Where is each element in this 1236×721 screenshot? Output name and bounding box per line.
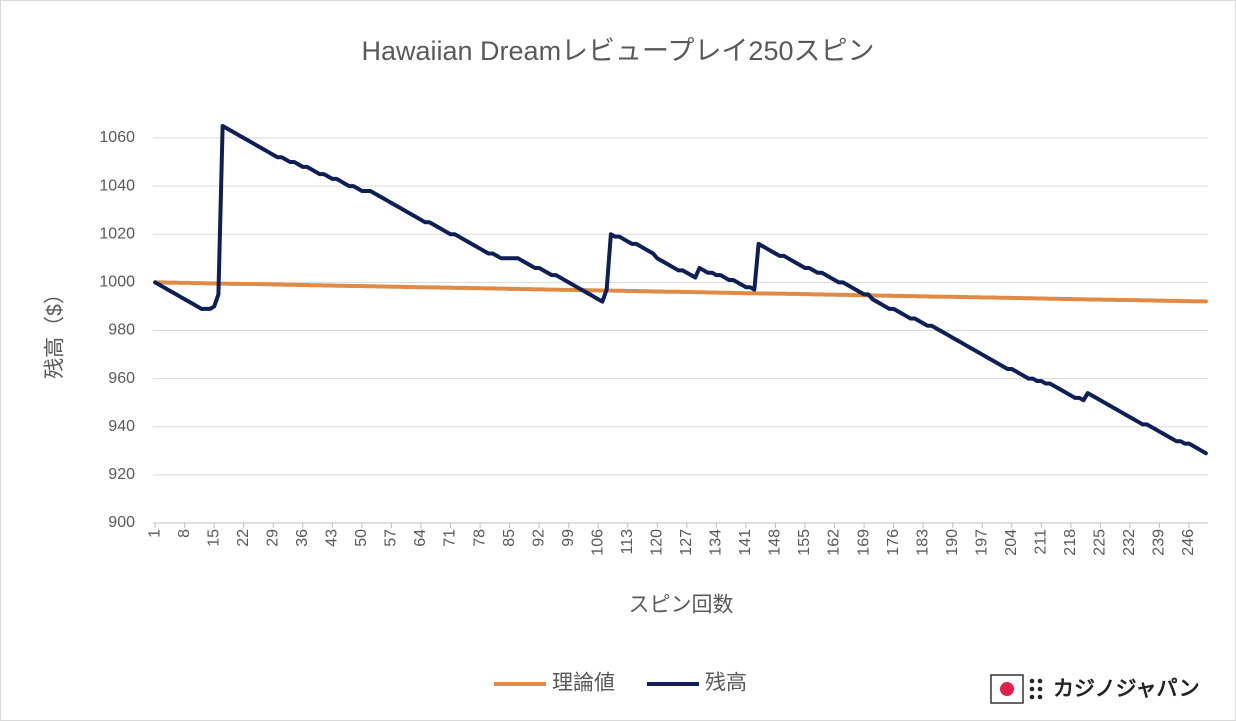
y-axis-title: 残高（$）	[44, 283, 67, 379]
x-tick-label: 113	[619, 529, 636, 555]
series-line	[153, 123, 1208, 456]
y-tick-label: 960	[108, 370, 135, 387]
x-tick-label: 218	[1062, 529, 1079, 556]
x-tick-label: 141	[737, 529, 754, 556]
legend-label: 理論値	[552, 672, 615, 695]
x-tick-label: 120	[649, 529, 666, 556]
x-tick-label: 176	[885, 529, 902, 556]
watermark: カジノジャパン	[990, 674, 1200, 704]
y-tick-label: 1060	[99, 129, 135, 146]
x-tick-label: 155	[796, 529, 813, 556]
x-tick-label: 15	[205, 529, 222, 547]
x-tick-label: 232	[1121, 529, 1138, 556]
x-tick-label: 246	[1180, 529, 1197, 556]
legend-label: 残高	[705, 672, 747, 695]
y-tick-label: 940	[108, 418, 135, 435]
x-tick-label: 43	[324, 529, 341, 547]
x-tick-label: 162	[826, 529, 843, 556]
y-tick-label: 1020	[99, 225, 135, 242]
x-tick-label: 204	[1003, 529, 1020, 556]
y-tick-label: 900	[108, 514, 135, 531]
x-tick-label: 190	[944, 529, 961, 556]
x-tick-label: 211	[1033, 529, 1050, 555]
y-tick-label: 1040	[99, 177, 135, 194]
x-tick-label: 78	[471, 529, 488, 547]
flag-icon	[990, 674, 1024, 704]
y-tick-label: 980	[108, 322, 135, 339]
x-tick-label: 183	[914, 529, 931, 556]
x-tick-label: 99	[560, 529, 577, 547]
x-tick-label: 50	[353, 529, 370, 547]
x-tick-label: 64	[412, 529, 429, 547]
x-tick-label: 1	[146, 529, 163, 538]
x-tick-label: 197	[973, 529, 990, 556]
x-tick-label: 71	[442, 529, 459, 547]
chart-title: Hawaiian Dreamレビュープレイ250スピン	[361, 36, 874, 66]
x-tick-label: 57	[383, 529, 400, 547]
x-tick-label: 106	[589, 529, 606, 556]
flag-dot	[1000, 682, 1014, 696]
x-tick-label: 239	[1151, 529, 1168, 556]
x-axis-title: スピン回数	[629, 594, 734, 617]
x-tick-label: 134	[708, 529, 725, 556]
x-tick-label: 85	[501, 529, 518, 547]
watermark-text: カジノジャパン	[1053, 678, 1200, 701]
dice-icon	[1029, 678, 1043, 700]
x-tick-label: 92	[530, 529, 547, 547]
x-tick-label: 127	[678, 529, 695, 556]
y-tick-label: 920	[108, 466, 135, 483]
x-tick-label: 169	[855, 529, 872, 556]
x-tick-label: 29	[264, 529, 281, 547]
x-tick-label: 225	[1092, 529, 1109, 556]
x-tick-label: 148	[767, 529, 784, 556]
series-line	[153, 280, 1208, 304]
x-tick-label: 8	[176, 529, 193, 538]
y-tick-label: 1000	[99, 274, 135, 291]
x-tick-label: 22	[235, 529, 252, 547]
x-tick-label: 36	[294, 529, 311, 547]
